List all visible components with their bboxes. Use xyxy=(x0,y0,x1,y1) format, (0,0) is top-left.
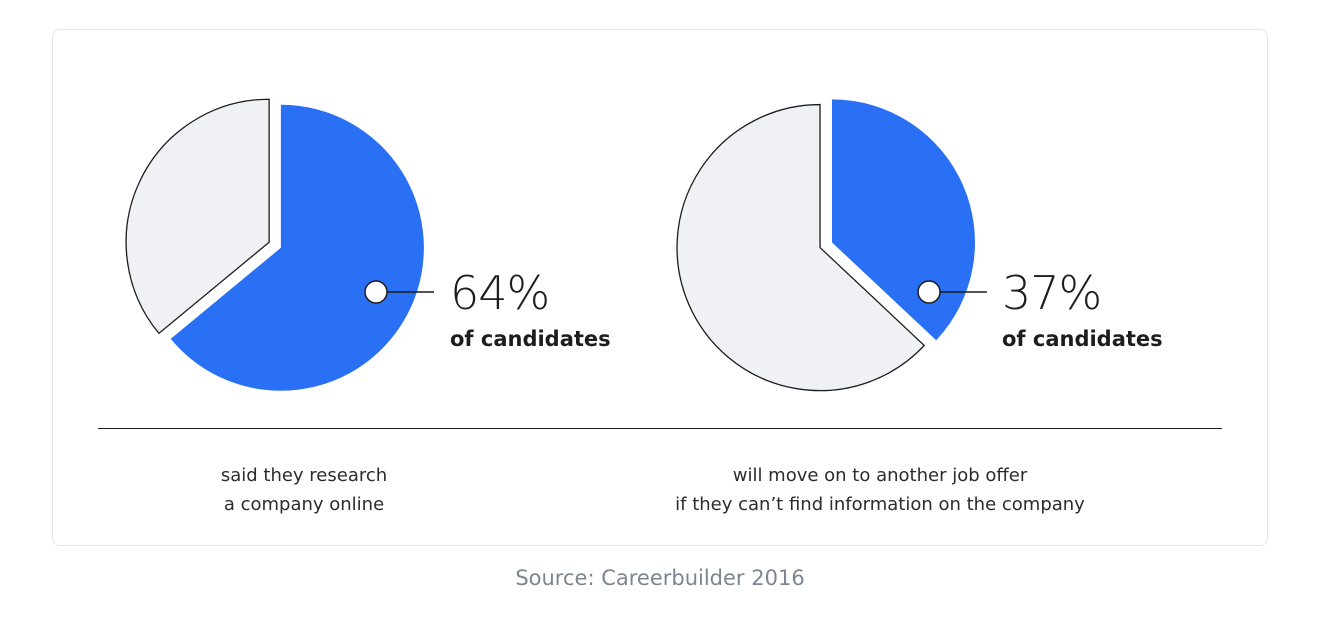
chart-1-remainder-slice xyxy=(125,98,270,335)
chart-2-caption: will move on to another job offer if the… xyxy=(630,461,1130,519)
divider-line xyxy=(98,428,1222,429)
source-note: Source: Careerbuilder 2016 xyxy=(515,566,805,590)
chart-1-marker-dot xyxy=(364,280,388,304)
chart-2-marker-dot xyxy=(917,280,941,304)
chart-1-unit-label: of candidates xyxy=(450,327,611,351)
chart-2-caption-line-1: will move on to another job offer xyxy=(732,465,1028,486)
chart-1-caption-line-2: a company online xyxy=(223,494,385,515)
chart-1-caption: said they research a company online xyxy=(154,461,454,519)
chart-1-percent-label: 64% xyxy=(450,266,550,320)
chart-2-percent-label: 37% xyxy=(1002,266,1102,320)
chart-2-caption-line-2: if they can’t find information on the co… xyxy=(675,494,1085,515)
chart-1-caption-line-1: said they research xyxy=(220,465,388,486)
chart-1-highlight-slice xyxy=(170,104,424,391)
chart-2-remainder-slice xyxy=(676,103,926,392)
chart-2-highlight-slice xyxy=(831,99,975,341)
chart-2-unit-label: of candidates xyxy=(1002,327,1163,351)
